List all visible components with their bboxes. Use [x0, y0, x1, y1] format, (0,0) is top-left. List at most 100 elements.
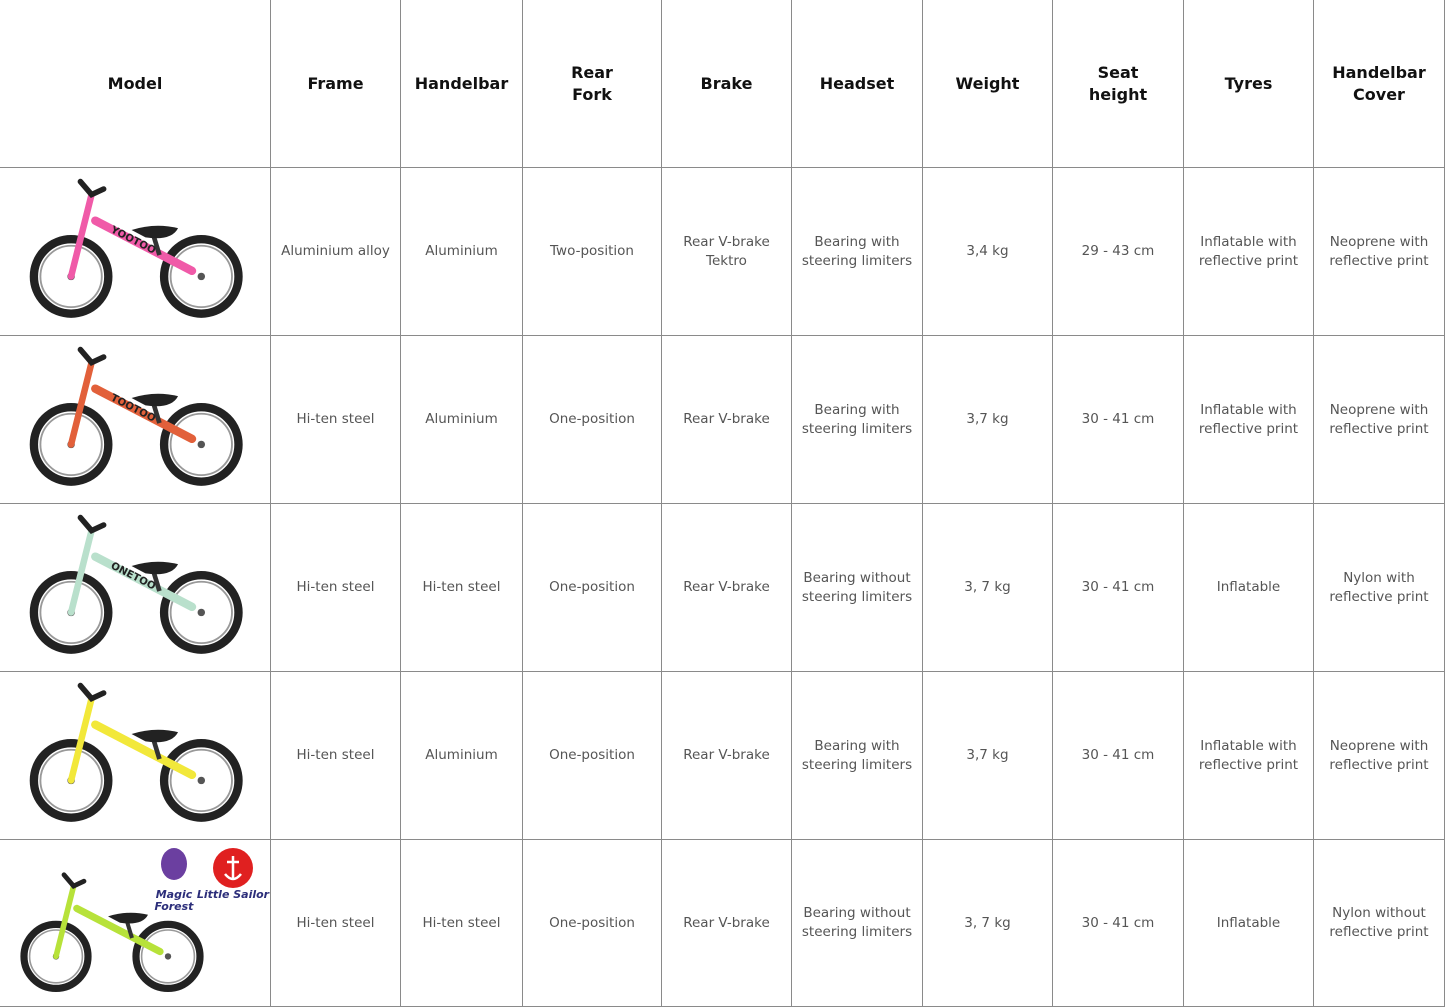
- spec-cell: 30 - 41 cm: [1053, 840, 1184, 1007]
- seat: [131, 729, 179, 743]
- bike: [29, 682, 243, 822]
- spec-cell: Bearing without steering limiters: [792, 840, 923, 1007]
- model-cell: TOOTOO: [0, 336, 271, 504]
- column-header: Frame: [271, 0, 401, 168]
- frame: [91, 720, 197, 780]
- spec-cell: Aluminium: [401, 336, 523, 504]
- spec-cell: Neoprene with reflective print: [1314, 672, 1445, 840]
- spec-cell: 3, 7 kg: [923, 504, 1053, 672]
- logo-text: Magic Forest: [155, 888, 195, 913]
- spec-cell: Aluminium: [401, 168, 523, 336]
- tyre: [132, 920, 204, 993]
- model-cell: [0, 672, 271, 840]
- fork: [67, 359, 95, 448]
- hub: [197, 440, 206, 449]
- spec-cell: Bearing with steering limiters: [792, 672, 923, 840]
- hub: [164, 953, 172, 960]
- spec-cell: Bearing without steering limiters: [792, 504, 923, 672]
- bike-image: YOOTOO: [29, 178, 243, 318]
- column-header: Weight: [923, 0, 1053, 168]
- handlebar: [77, 346, 107, 367]
- fork: [67, 695, 95, 784]
- spec-cell: Inflatable: [1184, 840, 1314, 1007]
- spec-cell: Rear V-brake: [662, 672, 792, 840]
- spec-cell: Two-position: [523, 168, 662, 336]
- tyre: [159, 403, 243, 486]
- spec-cell: 29 - 43 cm: [1053, 168, 1184, 336]
- spec-cell: One-position: [523, 504, 662, 672]
- frame: [91, 552, 197, 612]
- column-header: Handelbar: [401, 0, 523, 168]
- logo-line: Little Sailor: [197, 888, 270, 901]
- frame: [73, 904, 164, 956]
- spec-cell: Aluminium alloy: [271, 168, 401, 336]
- spec-cell: Hi-ten steel: [401, 840, 523, 1007]
- logo-text: Little Sailor: [197, 888, 270, 901]
- bike: ONETOO: [29, 514, 243, 654]
- spec-cell: Inflatable with reflective print: [1184, 336, 1314, 504]
- column-header: Tyres: [1184, 0, 1314, 168]
- spec-cell: Rear V-brake Tektro: [662, 168, 792, 336]
- spec-cell: 30 - 41 cm: [1053, 672, 1184, 840]
- spec-cell: One-position: [523, 672, 662, 840]
- spec-cell: Bearing with steering limiters: [792, 168, 923, 336]
- fork: [67, 527, 95, 616]
- seat: [131, 393, 179, 407]
- spec-cell: Inflatable with reflective print: [1184, 168, 1314, 336]
- bike: TOOTOO: [29, 346, 243, 486]
- spec-cell: Hi-ten steel: [401, 504, 523, 672]
- tyre: [29, 739, 113, 822]
- hub: [197, 776, 206, 785]
- tyre: [29, 235, 113, 318]
- handlebar: [61, 872, 87, 889]
- model-cell: ONETOO: [0, 504, 271, 672]
- spec-cell: One-position: [523, 336, 662, 504]
- column-header: Brake: [662, 0, 792, 168]
- bike: YOOTOO: [29, 178, 243, 318]
- seat: [131, 561, 179, 575]
- frame: [91, 384, 197, 444]
- tyre: [159, 739, 243, 822]
- spec-cell: 30 - 41 cm: [1053, 336, 1184, 504]
- fork: [53, 883, 77, 960]
- spec-cell: One-position: [523, 840, 662, 1007]
- tyre: [29, 571, 113, 654]
- bike-image: [29, 682, 243, 822]
- bike-image: TOOTOO: [29, 346, 243, 486]
- column-header: Seat height: [1053, 0, 1184, 168]
- fork: [67, 191, 95, 280]
- tyre: [20, 920, 92, 993]
- handlebar: [77, 682, 107, 703]
- spec-cell: Hi-ten steel: [271, 672, 401, 840]
- tyre: [159, 235, 243, 318]
- spec-cell: Neoprene with reflective print: [1314, 336, 1445, 504]
- spec-cell: Inflatable with reflective print: [1184, 672, 1314, 840]
- hub: [197, 608, 206, 617]
- anchor: [224, 856, 242, 881]
- spec-cell: Inflatable: [1184, 504, 1314, 672]
- seat: [131, 225, 179, 239]
- spec-cell: 3, 7 kg: [923, 840, 1053, 1007]
- spec-cell: Hi-ten steel: [271, 336, 401, 504]
- tyre: [29, 403, 113, 486]
- handlebar: [77, 178, 107, 199]
- seat: [108, 912, 148, 924]
- bike: [20, 872, 204, 993]
- spec-cell: Bearing with steering limiters: [792, 336, 923, 504]
- bike-image: ONETOO: [29, 514, 243, 654]
- logo-line: Magic: [156, 888, 193, 901]
- spec-cell: 30 - 41 cm: [1053, 504, 1184, 672]
- spec-cell: Rear V-brake: [662, 840, 792, 1007]
- spec-cell: Nylon without reflective print: [1314, 840, 1445, 1007]
- hub: [197, 272, 206, 281]
- logo-line: Forest: [155, 900, 195, 913]
- spec-cell: Hi-ten steel: [271, 840, 401, 1007]
- handlebar: [77, 514, 107, 535]
- spec-cell: 3,7 kg: [923, 672, 1053, 840]
- spec-cell: Aluminium: [401, 672, 523, 840]
- column-header: Model: [0, 0, 271, 168]
- model-cell: Magic Forest Little Sailor: [0, 840, 271, 1007]
- spec-cell: Rear V-brake: [662, 504, 792, 672]
- spec-cell: Nylon with reflective print: [1314, 504, 1445, 672]
